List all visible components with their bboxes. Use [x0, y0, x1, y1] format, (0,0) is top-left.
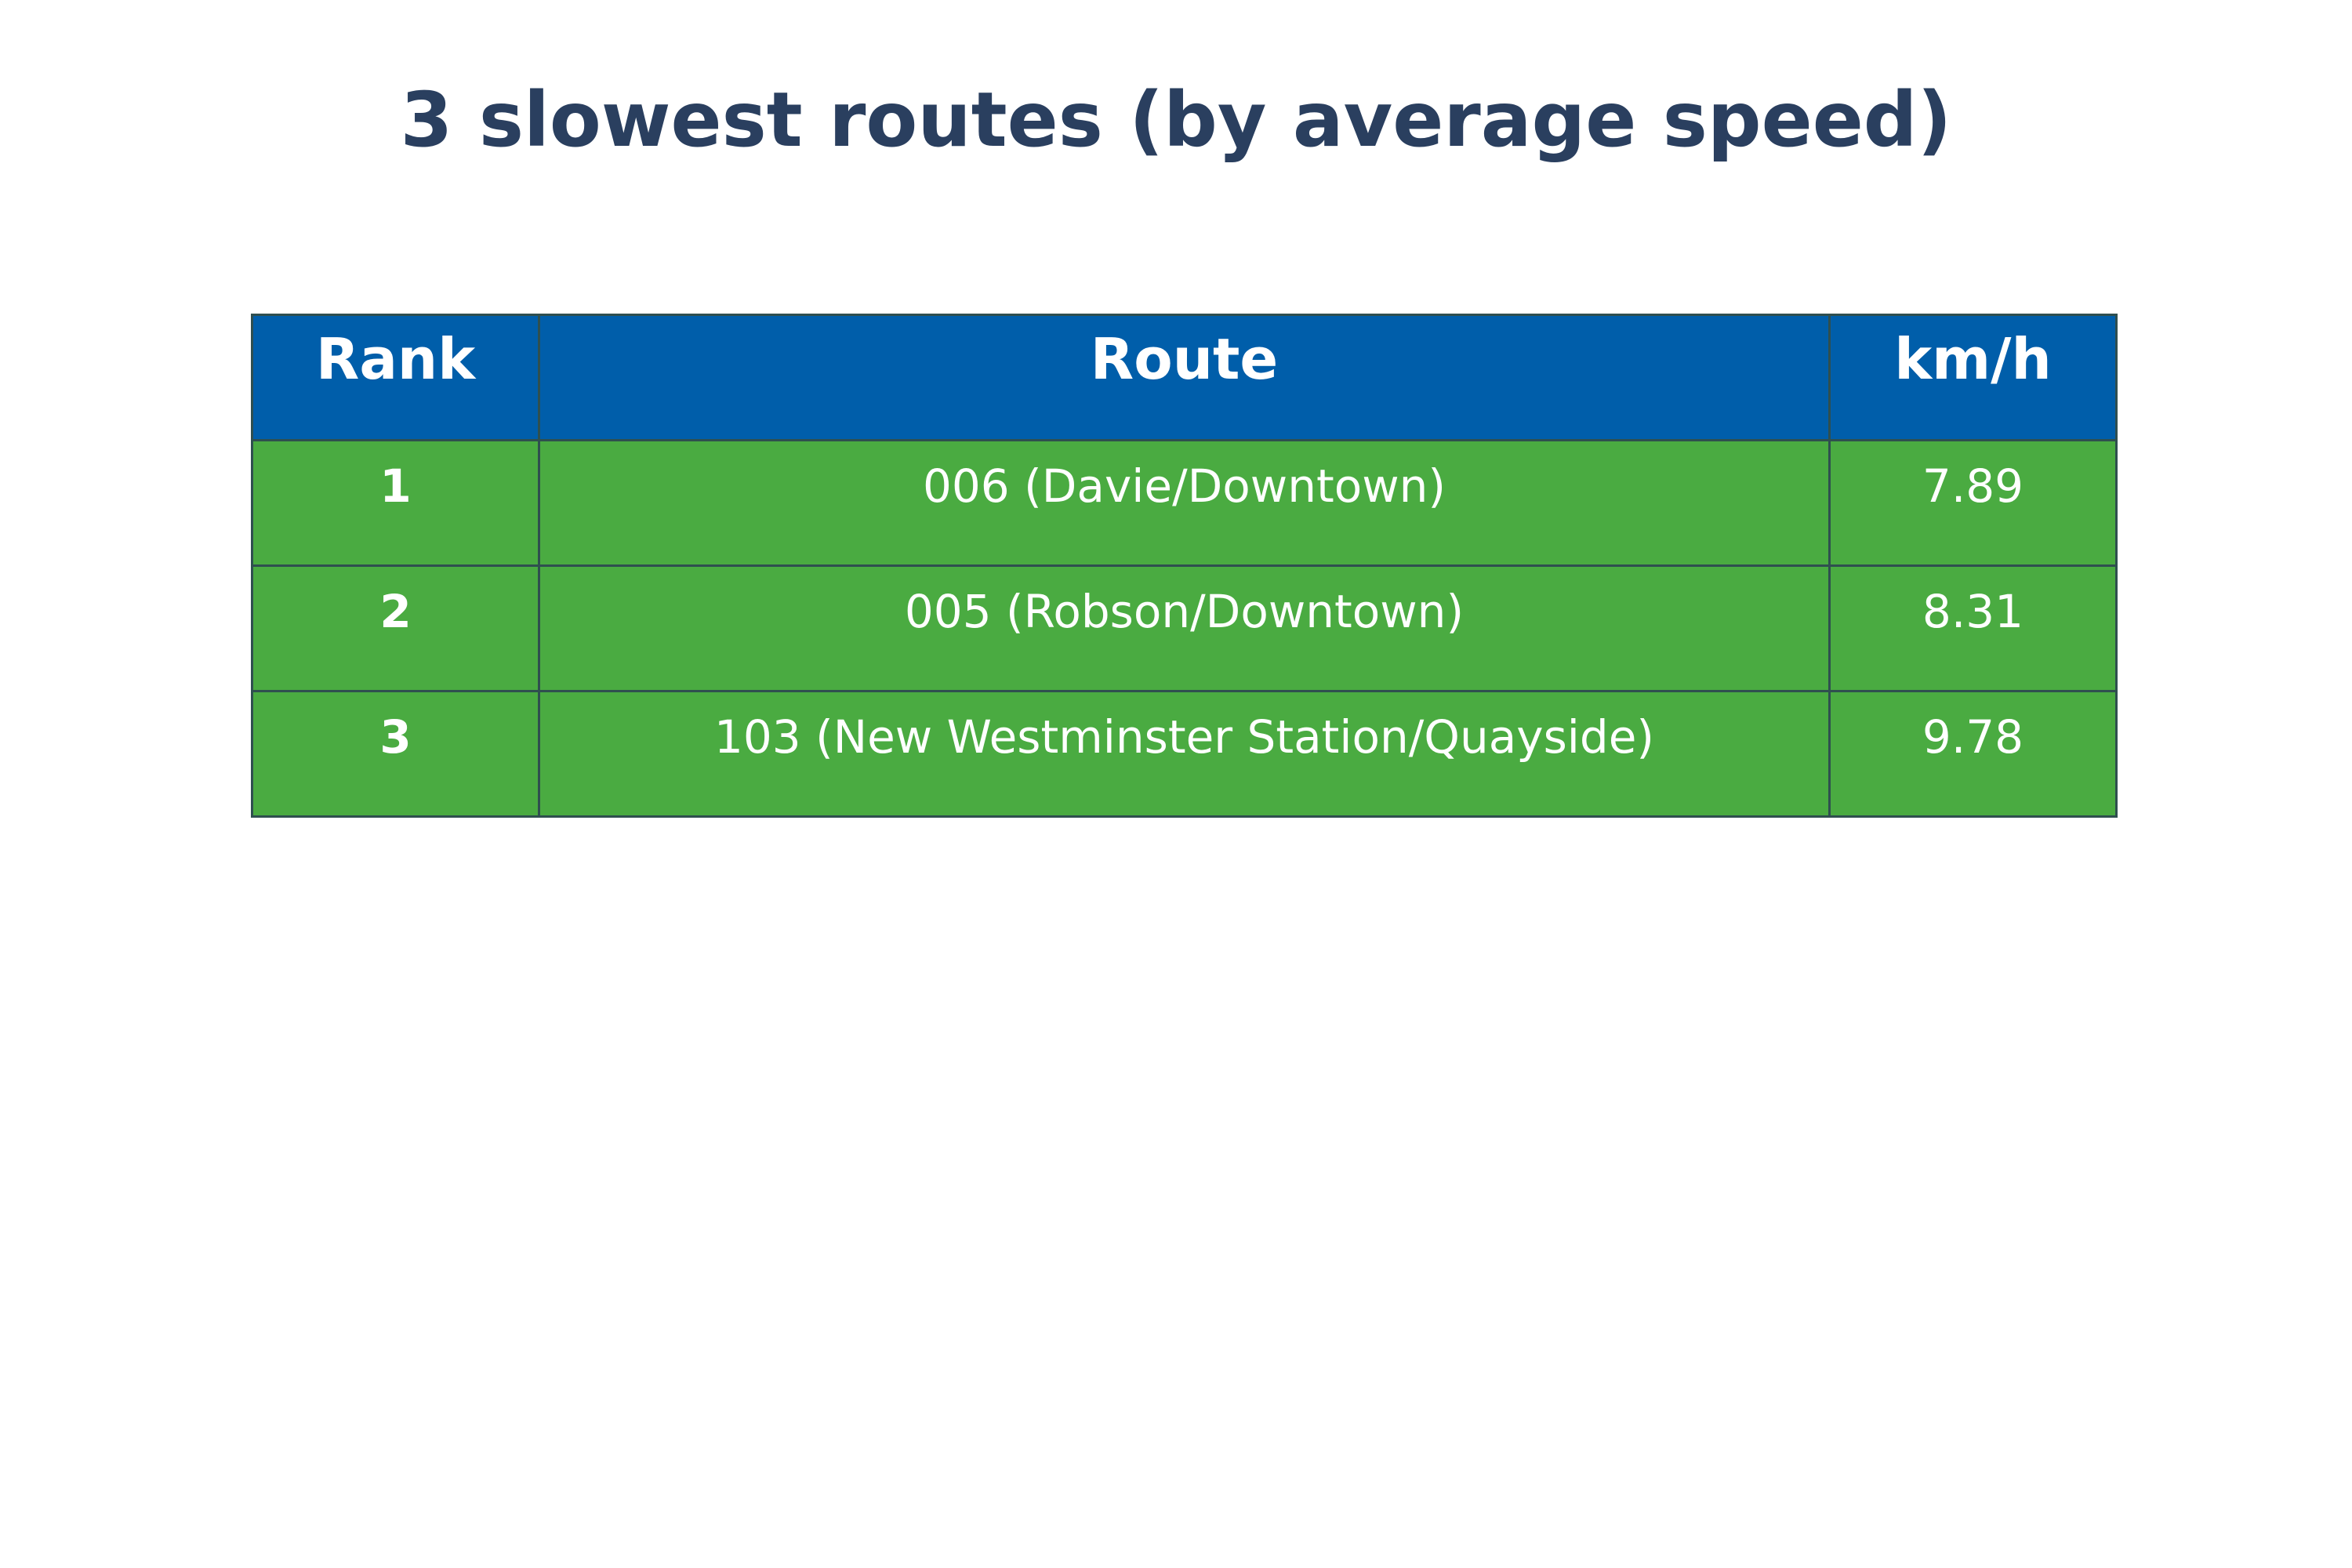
table-row: 3 103 (New Westminster Station/Quayside)… [251, 690, 2118, 818]
table-row: 1 006 (Davie/Downtown) 7.89 [251, 439, 2118, 567]
rank-cell: 3 [251, 690, 540, 818]
speed-cell: 7.89 [1828, 439, 2118, 567]
chart-title: 3 slowest routes (by average speed) [400, 76, 1952, 164]
route-cell: 005 (Robson/Downtown) [538, 564, 1831, 692]
route-cell: 006 (Davie/Downtown) [538, 439, 1831, 567]
column-header-route: Route [538, 314, 1831, 441]
table-row: 2 005 (Robson/Downtown) 8.31 [251, 564, 2118, 692]
table-header-row: Rank Route km/h [251, 314, 2118, 441]
column-header-speed: km/h [1828, 314, 2118, 441]
routes-table: Rank Route km/h 1 006 (Davie/Downtown) 7… [251, 314, 2118, 818]
speed-cell: 9.78 [1828, 690, 2118, 818]
rank-cell: 1 [251, 439, 540, 567]
rank-cell: 2 [251, 564, 540, 692]
route-cell: 103 (New Westminster Station/Quayside) [538, 690, 1831, 818]
column-header-rank: Rank [251, 314, 540, 441]
speed-cell: 8.31 [1828, 564, 2118, 692]
